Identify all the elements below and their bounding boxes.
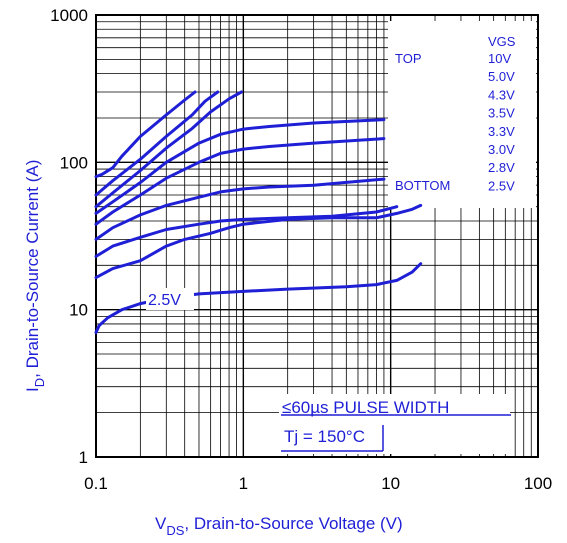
y-axis-title-main: I	[23, 387, 42, 392]
series-line-5	[94, 137, 386, 226]
y-tick-label: 1	[79, 448, 88, 467]
legend-entry: 4.3V	[488, 87, 515, 102]
plot-frame	[95, 14, 539, 458]
x-axis-title-rest: , Drain-to-Source Voltage (V)	[184, 514, 402, 533]
series-line-8	[94, 203, 423, 280]
y-tick-label: 100	[60, 153, 88, 172]
x-tick-label: 100	[524, 474, 552, 493]
legend-entry: 3.5V	[488, 106, 515, 121]
legend-top-label: TOP	[395, 51, 422, 66]
x-axis-title-main: V	[155, 514, 167, 533]
curve-label-2-5v: 2.5V	[148, 292, 181, 309]
y-axis-title: ID, Drain-to-Source Current (A)	[23, 160, 47, 392]
x-tick-label: 1	[239, 474, 248, 493]
legend-entry: 5.0V	[488, 69, 515, 84]
x-tick-labels: 0.1 1 10 100	[84, 474, 552, 493]
legend-entries: 10V 5.0V 4.3V 3.5V 3.3V 3.0V 2.8V 2.5V	[488, 51, 515, 193]
legend-entry: 2.8V	[488, 160, 515, 175]
x-axis-title: VDS, Drain-to-Source Voltage (V)	[155, 514, 403, 538]
curves	[94, 90, 423, 334]
series-line-1	[94, 90, 197, 179]
junction-temp-note: Tj = 150°C	[284, 427, 365, 446]
series-line-3	[94, 90, 243, 209]
legend-entry: 10V	[488, 51, 511, 66]
legend-box	[388, 21, 536, 208]
legend-entry: 3.3V	[488, 124, 515, 139]
series-line-7	[94, 205, 399, 258]
legend-header: VGS	[488, 34, 516, 49]
y-tick-label: 10	[69, 301, 88, 320]
pulse-width-note: ≤60µs PULSE WIDTH	[282, 398, 449, 417]
y-tick-labels: 1 10 100 1000	[50, 6, 88, 467]
y-axis-title-rest: , Drain-to-Source Current (A)	[23, 160, 42, 378]
y-axis-title-sub: D	[32, 378, 47, 387]
series-line-2	[94, 90, 220, 197]
legend-entry: 3.0V	[488, 142, 515, 157]
x-tick-label: 0.1	[84, 474, 108, 493]
curve-label-bg	[146, 288, 194, 310]
legend-bottom-label: BOTTOM	[395, 178, 450, 193]
series-line-4	[94, 118, 386, 215]
series-line-6	[94, 177, 386, 241]
y-tick-label: 1000	[50, 6, 88, 25]
x-tick-label: 10	[381, 474, 400, 493]
note-box	[279, 394, 510, 454]
series-line-9	[94, 262, 423, 334]
legend-entry: 2.5V	[488, 178, 515, 193]
x-axis-title-sub: DS	[166, 523, 184, 538]
